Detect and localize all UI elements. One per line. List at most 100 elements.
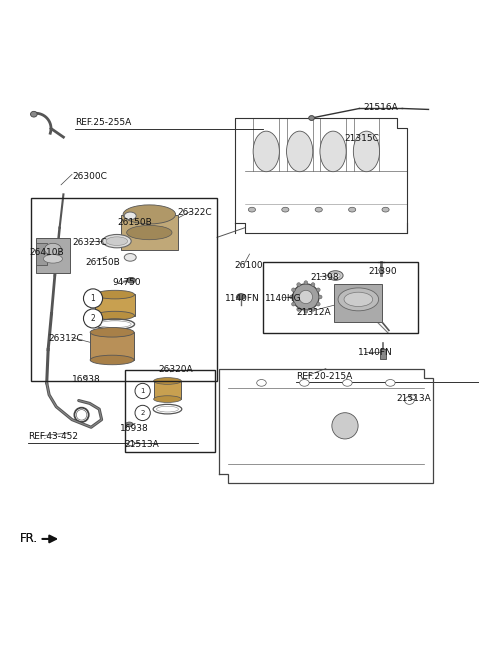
Ellipse shape — [318, 295, 322, 299]
Ellipse shape — [90, 355, 134, 365]
Ellipse shape — [127, 226, 172, 239]
Circle shape — [84, 309, 103, 328]
Bar — [31, 198, 217, 381]
Text: FR.: FR. — [20, 533, 37, 545]
Text: 2: 2 — [91, 314, 96, 323]
Text: 21312A: 21312A — [296, 308, 331, 318]
Text: 26322C: 26322C — [177, 208, 212, 217]
Ellipse shape — [291, 288, 295, 292]
Ellipse shape — [304, 281, 308, 285]
Text: 16938: 16938 — [120, 424, 148, 433]
Text: 1: 1 — [140, 388, 145, 394]
Ellipse shape — [344, 292, 372, 306]
Ellipse shape — [124, 254, 136, 261]
Text: REF.43-452: REF.43-452 — [28, 432, 78, 441]
Ellipse shape — [328, 271, 343, 280]
Ellipse shape — [332, 413, 358, 439]
Text: REF.20-215A: REF.20-215A — [296, 372, 353, 381]
Ellipse shape — [123, 205, 176, 224]
Text: 26410B: 26410B — [29, 248, 64, 257]
Ellipse shape — [154, 378, 181, 384]
Ellipse shape — [293, 284, 319, 310]
Ellipse shape — [309, 115, 314, 121]
Bar — [96, 295, 134, 316]
Ellipse shape — [106, 237, 128, 245]
Ellipse shape — [297, 308, 300, 312]
Ellipse shape — [338, 288, 379, 311]
Ellipse shape — [96, 312, 134, 320]
Bar — [90, 333, 134, 360]
Circle shape — [135, 405, 150, 420]
Ellipse shape — [125, 422, 133, 427]
Ellipse shape — [90, 327, 134, 337]
Ellipse shape — [385, 380, 395, 386]
Text: 26323C: 26323C — [72, 237, 107, 247]
Ellipse shape — [353, 131, 380, 172]
Text: 1: 1 — [91, 294, 96, 303]
Ellipse shape — [156, 406, 179, 412]
Ellipse shape — [300, 380, 309, 386]
Ellipse shape — [320, 131, 346, 172]
Bar — [36, 238, 70, 273]
Bar — [36, 243, 47, 265]
Text: 2: 2 — [141, 410, 145, 416]
Ellipse shape — [311, 308, 315, 312]
Circle shape — [84, 289, 103, 308]
Ellipse shape — [289, 295, 293, 299]
Text: 1140FN: 1140FN — [225, 294, 260, 303]
Ellipse shape — [316, 288, 320, 292]
Ellipse shape — [253, 131, 279, 172]
Text: 1140FN: 1140FN — [359, 348, 393, 358]
Text: 26150B: 26150B — [117, 218, 152, 226]
Bar — [263, 262, 418, 333]
Bar — [380, 349, 386, 359]
Ellipse shape — [128, 441, 134, 446]
Bar — [124, 370, 215, 452]
Ellipse shape — [299, 291, 312, 304]
Ellipse shape — [127, 277, 135, 283]
Ellipse shape — [348, 207, 356, 212]
Ellipse shape — [343, 380, 352, 386]
Ellipse shape — [405, 397, 414, 404]
Text: 26312C: 26312C — [48, 334, 83, 343]
Text: 21513A: 21513A — [124, 440, 159, 449]
Ellipse shape — [315, 207, 323, 212]
Ellipse shape — [297, 283, 300, 287]
Text: FR.: FR. — [20, 533, 37, 545]
Ellipse shape — [316, 302, 320, 306]
Ellipse shape — [96, 291, 134, 299]
Bar — [335, 284, 382, 322]
Text: 26320A: 26320A — [158, 365, 192, 374]
Ellipse shape — [248, 207, 255, 212]
Text: REF.25-255A: REF.25-255A — [75, 118, 132, 127]
Ellipse shape — [304, 310, 308, 313]
Ellipse shape — [379, 270, 383, 274]
Text: 21513A: 21513A — [396, 394, 431, 403]
Bar — [154, 381, 181, 399]
Ellipse shape — [237, 294, 245, 299]
Ellipse shape — [45, 243, 61, 255]
Text: 94750: 94750 — [113, 277, 141, 287]
Text: 21390: 21390 — [368, 267, 396, 276]
Ellipse shape — [282, 207, 289, 212]
Ellipse shape — [103, 234, 131, 248]
Bar — [120, 215, 178, 251]
Text: 21315C: 21315C — [344, 134, 379, 142]
Text: 16938: 16938 — [72, 375, 101, 384]
Ellipse shape — [99, 321, 131, 327]
Ellipse shape — [124, 212, 136, 220]
Text: 1140HG: 1140HG — [265, 294, 302, 303]
Ellipse shape — [154, 396, 181, 402]
Text: 26300C: 26300C — [72, 172, 107, 181]
Text: 26100: 26100 — [234, 262, 263, 270]
Ellipse shape — [291, 302, 295, 306]
Text: 21516A: 21516A — [363, 102, 398, 112]
Ellipse shape — [382, 207, 389, 212]
Ellipse shape — [257, 380, 266, 386]
Ellipse shape — [410, 395, 416, 400]
Ellipse shape — [331, 273, 340, 278]
Ellipse shape — [43, 255, 62, 263]
Ellipse shape — [31, 112, 37, 117]
Text: 26150B: 26150B — [85, 258, 120, 266]
Circle shape — [135, 383, 150, 399]
